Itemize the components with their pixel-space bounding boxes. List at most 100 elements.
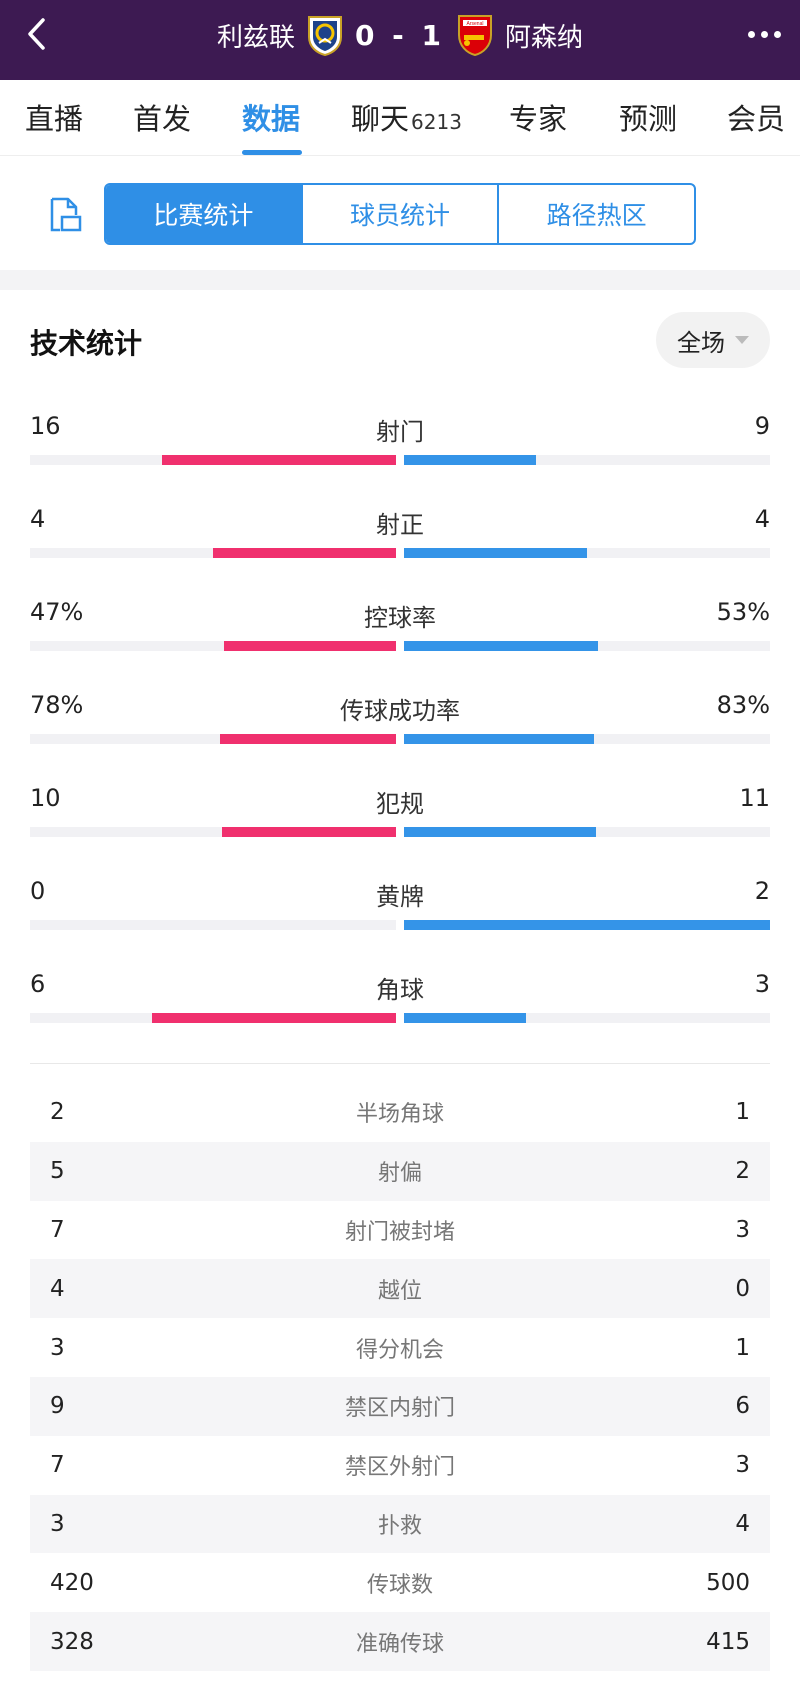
away-team-name: 阿森纳 [505,22,584,53]
table-row: 328 准确传球 415 [30,1612,770,1671]
stat-label: 传球成功率 [340,697,460,725]
table-row: 3 得分机会 1 [30,1318,770,1377]
back-button[interactable] [18,14,58,54]
away-value: 6 [735,1393,750,1420]
away-bar-fill [404,734,594,744]
away-value: 1 [735,1099,750,1126]
home-value: 7 [50,1452,65,1479]
stat-label: 传球数 [366,1572,433,1598]
stat-label: 犯规 [376,790,424,818]
period-dropdown[interactable]: 全场 [656,312,770,368]
tab-predictions[interactable]: 预测 [619,96,677,136]
away-bar-fill [404,920,770,930]
tab-label: 首发 [133,102,192,136]
subtab-match-stats[interactable]: 比赛统计 [106,185,303,243]
table-stats-list: 2 半场角球 1 5 射偏 2 7 射门被封堵 3 4 越位 0 3 得分机会 1 9 禁区内射门 6 7 禁区外射门… [30,1083,770,1671]
home-value: 2 [50,1099,65,1126]
away-bar-track [404,827,770,837]
arsenal-crest-icon: Arsenal [458,15,493,57]
home-bar-track [30,641,396,651]
arsenal-crest-text: Arsenal [467,21,484,27]
home-value: 5 [50,1158,65,1185]
away-value: 415 [706,1628,750,1655]
subtab-player-stats[interactable]: 球员统计 [303,185,500,243]
stat-label: 射偏 [377,1161,422,1187]
home-value: 3 [50,1510,65,1537]
away-value: 53% [716,598,770,626]
section-gap [0,270,800,290]
table-row: 420 传球数 500 [30,1553,770,1612]
away-value: 1 [735,1334,750,1361]
home-value: 420 [50,1569,94,1596]
table-row: 7 禁区外射门 3 [30,1436,770,1495]
home-bar-track [30,1013,396,1023]
document-export-icon[interactable] [46,196,84,234]
away-bar-fill [404,641,598,651]
tab-label: 会员 [727,102,786,136]
away-bar-fill [404,827,596,837]
home-team-name: 利兹联 [216,22,295,53]
tab-label: 直播 [25,102,84,136]
away-bar-fill [404,1013,526,1023]
triangle-down-icon [735,336,749,344]
away-value: 0 [735,1275,750,1302]
tab-live[interactable]: 直播 [25,96,83,136]
away-bar-fill [404,455,536,465]
tab-lineup[interactable]: 首发 [133,96,191,136]
tab-label: 专家 [509,102,568,136]
stat-row: 0 黄牌 2 [0,865,800,958]
home-bar-track [30,734,396,744]
away-bar-track [404,641,770,651]
tab-experts[interactable]: 专家 [509,96,567,136]
home-bar-fill [162,455,396,465]
dot-icon [773,30,781,38]
stat-row: 16 射门 9 [0,400,800,493]
home-bar-track [30,920,396,930]
away-value: 2 [735,1158,750,1185]
home-value: 9 [50,1393,65,1420]
away-bar-fill [404,548,587,558]
away-value: 4 [735,1510,750,1537]
stat-label: 得分机会 [355,1337,444,1363]
stat-label: 射正 [376,511,424,539]
period-label: 全场 [677,328,725,357]
stat-row: 47% 控球率 53% [0,586,800,679]
stat-row: 4 射正 4 [0,493,800,586]
home-bar-fill [222,827,396,837]
stat-label: 越位 [377,1278,422,1304]
tab-membership[interactable]: 会员 [727,96,785,136]
dot-icon [747,30,755,38]
home-value: 10 [30,784,61,812]
table-row: 7 射门被封堵 3 [30,1201,770,1260]
home-value: 78% [30,691,84,719]
tab-label: 数据 [242,102,301,136]
home-value: 16 [30,412,61,440]
away-value: 4 [754,505,770,533]
home-bar-track [30,548,396,558]
away-value: 500 [706,1569,750,1596]
table-row: 9 禁区内射门 6 [30,1376,770,1436]
chat-count-badge: 6213 [411,110,462,134]
tab-chat[interactable]: 聊天 6213 [351,96,462,136]
home-bar-fill [220,734,396,744]
match-header: 利兹联 0 - 1 Arsenal 阿森纳 [0,0,800,80]
stat-label: 控球率 [364,604,436,632]
home-value: 3 [50,1334,65,1361]
away-value: 83% [716,691,770,719]
table-row: 2 半场角球 1 [30,1083,770,1142]
dot-icon [760,30,768,38]
tab-data[interactable]: 数据 [242,96,300,136]
home-bar-fill [152,1013,396,1023]
stat-row: 6 角球 3 [0,958,800,1051]
stat-label: 射门被封堵 [344,1219,455,1245]
away-bar-track [404,920,770,930]
subtab-heatmap[interactable]: 路径热区 [546,201,647,230]
stat-label: 禁区内射门 [344,1396,455,1422]
table-row: 4 越位 0 [30,1259,770,1319]
away-value: 2 [754,877,770,905]
leeds-crest-icon [307,16,342,57]
away-bar-track [404,548,770,558]
more-options-button[interactable] [742,16,786,52]
stat-label: 半场角球 [355,1102,444,1128]
divider [30,1063,770,1064]
